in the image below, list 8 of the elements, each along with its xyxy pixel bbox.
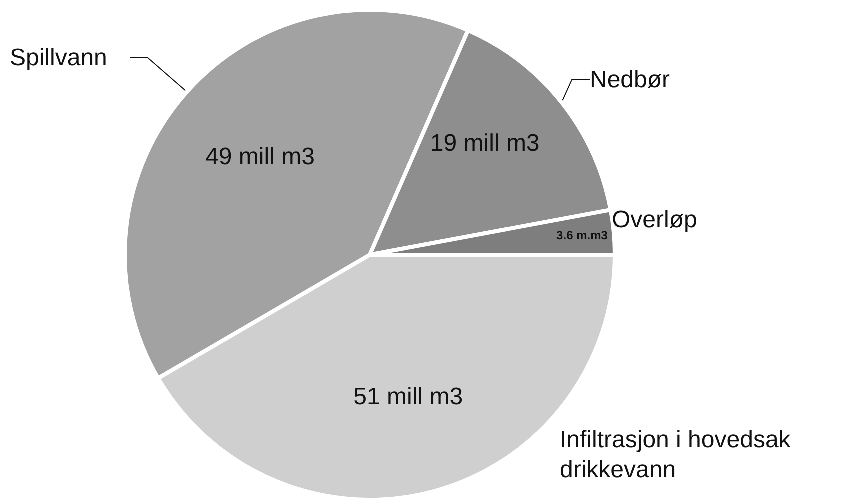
slice-label: Spillvann — [10, 44, 108, 72]
slice-label: Nedbør — [590, 66, 670, 94]
data-label: 19 mill m3 — [430, 130, 540, 158]
slice-label: Infiltrasjon i hovedsak drikkevann — [560, 426, 798, 484]
data-label: 49 mill m3 — [206, 144, 315, 171]
slice-label: Overløp — [612, 206, 698, 234]
data-label: 3.6 m.m3 — [556, 228, 608, 242]
data-label: 51 mill m3 — [354, 383, 464, 410]
